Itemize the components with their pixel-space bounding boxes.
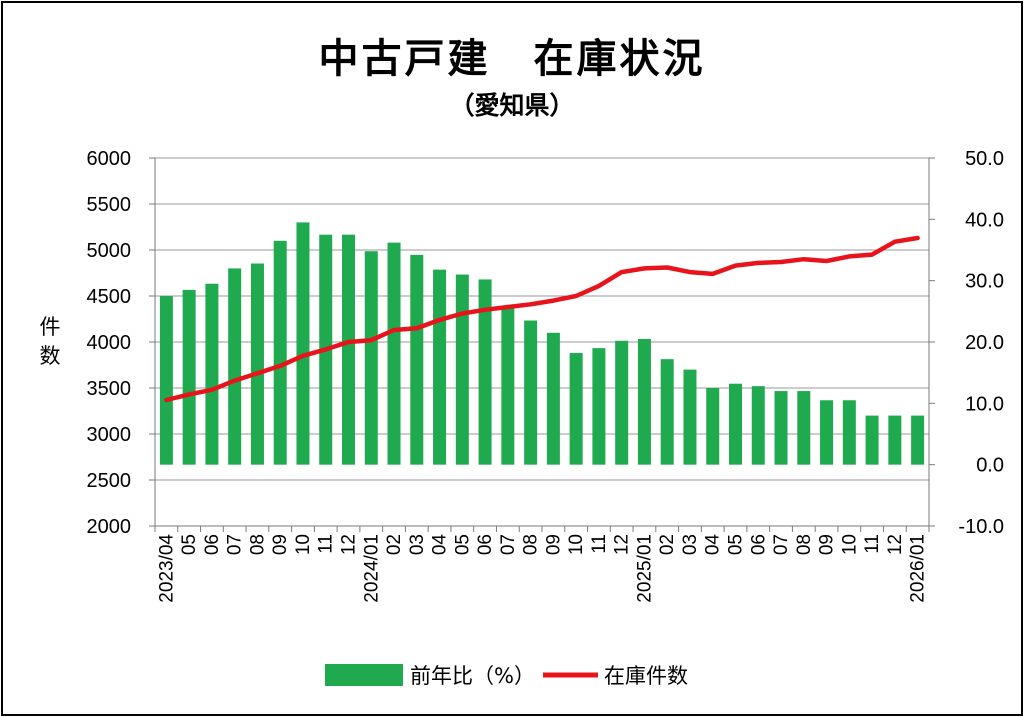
bar xyxy=(546,332,560,465)
bar xyxy=(820,400,834,465)
x-tick-label: 06 xyxy=(475,534,496,555)
left-tick-label: 5000 xyxy=(87,240,132,262)
gridlines xyxy=(155,157,929,527)
bar xyxy=(182,289,196,465)
legend: 前年比（%） 在庫件数 xyxy=(325,664,688,688)
x-tick-label: 11 xyxy=(862,534,883,554)
left-tick-label: 3500 xyxy=(87,378,132,400)
x-tick-label: 02 xyxy=(384,534,405,555)
left-tick-label: 2000 xyxy=(87,516,132,538)
left-tick-label: 3000 xyxy=(87,424,132,446)
bar xyxy=(911,415,925,465)
bar xyxy=(228,268,242,465)
x-tick-label: 09 xyxy=(543,534,564,555)
right-tick-label: -10.0 xyxy=(958,516,1004,538)
bar xyxy=(865,415,879,465)
x-tick-label: 08 xyxy=(247,534,268,555)
x-tick-label: 09 xyxy=(270,534,291,555)
x-tick-label: 12 xyxy=(339,534,360,555)
x-tick-label: 06 xyxy=(202,534,223,555)
x-tick-label: 2026/01 xyxy=(908,534,929,603)
bar xyxy=(159,296,173,465)
bar xyxy=(774,391,788,465)
line-series xyxy=(164,235,920,403)
bar xyxy=(455,274,469,465)
bar xyxy=(410,254,424,465)
left-tick-label: 5500 xyxy=(87,194,132,216)
bar xyxy=(296,222,310,465)
bar xyxy=(501,306,515,465)
left-tick-label: 4000 xyxy=(87,332,132,354)
bar xyxy=(706,388,720,465)
bar xyxy=(433,269,447,465)
x-tick-label: 04 xyxy=(430,534,451,556)
bar xyxy=(660,359,674,465)
bar xyxy=(342,234,355,465)
line-series-path xyxy=(164,235,920,403)
legend-label-bar: 前年比（%） xyxy=(410,664,535,688)
x-tick-label: 05 xyxy=(452,534,473,555)
bar xyxy=(797,391,811,465)
bar xyxy=(842,400,856,465)
x-tick-label: 08 xyxy=(521,534,542,555)
bar xyxy=(592,348,606,465)
x-tick-label: 11 xyxy=(316,534,337,554)
x-tick-label: 07 xyxy=(225,534,246,555)
bar xyxy=(387,242,401,465)
bar xyxy=(478,279,492,465)
bar xyxy=(205,283,219,465)
bar xyxy=(637,338,651,465)
x-tick-label: 10 xyxy=(566,534,587,555)
chart-subtitle: （愛知県） xyxy=(449,91,575,120)
bar xyxy=(615,340,629,465)
bar xyxy=(524,320,538,465)
x-tick-label: 05 xyxy=(726,534,747,555)
bar xyxy=(729,383,742,465)
right-tick-label: 10.0 xyxy=(965,393,1004,415)
x-tick-label: 07 xyxy=(498,534,519,555)
x-tick-label: 05 xyxy=(179,534,200,555)
bar xyxy=(250,263,264,465)
right-tick-label: 40.0 xyxy=(965,209,1004,231)
x-tick-label: 08 xyxy=(794,534,815,555)
right-axis-ticks: -10.0 0.0 10.0 20.0 30.0 40.0 50.0 xyxy=(929,148,1004,538)
right-tick-label: 0.0 xyxy=(976,455,1004,477)
x-tick-label: 02 xyxy=(657,534,678,555)
x-tick-label: 03 xyxy=(407,534,428,555)
bar xyxy=(888,415,902,465)
x-tick-label: 04 xyxy=(703,534,724,556)
y-axis-label-line1: 件 xyxy=(40,315,61,339)
right-tick-label: 20.0 xyxy=(965,332,1004,354)
legend-label-line: 在庫件数 xyxy=(604,664,688,688)
x-tick-label: 12 xyxy=(885,534,906,555)
bar xyxy=(364,251,378,465)
chart-title: 中古戸建 在庫状況 xyxy=(318,36,706,82)
bar xyxy=(751,386,765,465)
bar xyxy=(569,353,583,465)
x-tick-label: 2025/01 xyxy=(634,534,655,603)
bar xyxy=(683,369,697,465)
x-tick-label: 07 xyxy=(771,534,792,555)
x-tick-label: 06 xyxy=(748,534,769,555)
bar-series xyxy=(159,222,925,465)
left-tick-label: 6000 xyxy=(87,148,132,170)
x-axis-ticks: 2023/04 05 06 07 08 09 10 11 12 2024/01 02 03 04 05 06… xyxy=(154,526,930,603)
legend-swatch-bar xyxy=(325,664,403,686)
x-tick-label: 2024/01 xyxy=(361,534,382,603)
left-tick-label: 2500 xyxy=(87,470,132,492)
right-tick-label: 30.0 xyxy=(965,271,1004,293)
x-tick-label: 2023/04 xyxy=(156,534,177,603)
x-tick-label: 12 xyxy=(612,534,633,555)
x-tick-label: 10 xyxy=(839,534,860,555)
left-tick-label: 4500 xyxy=(87,286,132,308)
bar xyxy=(273,240,287,465)
x-tick-label: 09 xyxy=(817,534,838,555)
x-tick-label: 03 xyxy=(680,534,701,555)
y-axis-label-line2: 数 xyxy=(40,344,61,368)
left-axis-ticks: 2000 2500 3000 3500 4000 4500 5000 5500 6000 xyxy=(87,148,155,538)
x-tick-label: 11 xyxy=(589,534,610,554)
x-tick-label: 10 xyxy=(293,534,314,555)
right-tick-label: 50.0 xyxy=(965,148,1004,170)
